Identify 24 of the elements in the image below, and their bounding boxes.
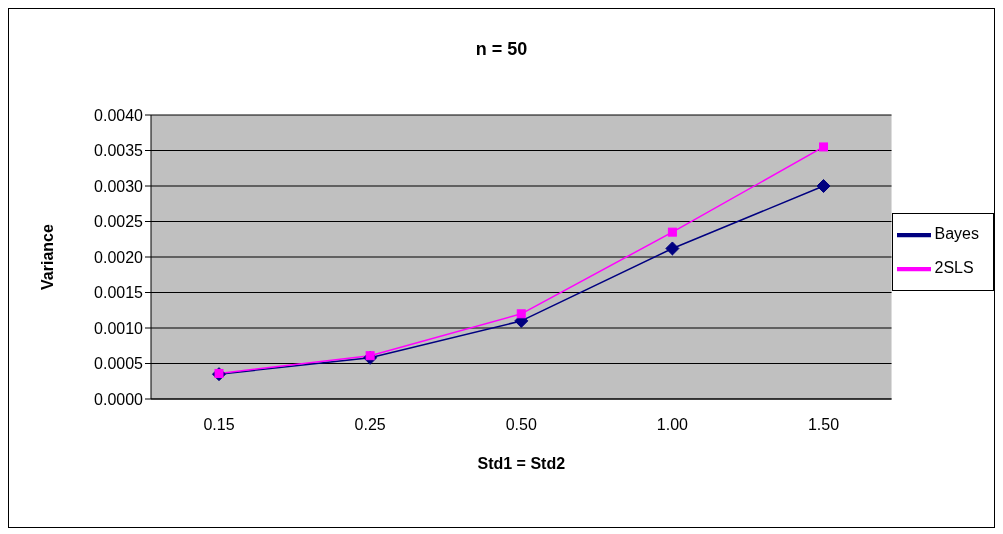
y-axis-title: Variance	[38, 223, 56, 290]
x-tick-label: 0.25	[354, 416, 386, 434]
y-tick-label: 0.0030	[94, 177, 144, 195]
y-tick-label: 0.0025	[94, 213, 144, 231]
x-tick-label: 0.15	[203, 416, 235, 434]
point	[665, 241, 680, 256]
x-tick-label: 1.00	[656, 416, 689, 434]
x-tick-label: 0.50	[505, 416, 537, 434]
chart-title: n = 50	[474, 39, 529, 60]
x-axis-title: Std1 = Std2	[477, 455, 566, 472]
point	[816, 179, 831, 193]
y-tick-label: 0.0015	[94, 284, 144, 302]
point	[819, 142, 829, 152]
point	[667, 227, 677, 237]
y-tick-label: 0.0000	[94, 390, 144, 408]
point	[516, 309, 526, 319]
y-tick-label: 0.0035	[94, 142, 144, 160]
y-tick-label: 0.0020	[94, 248, 144, 266]
y-tick-label: 0.0005	[94, 355, 144, 373]
legend-label: 2SLS	[934, 259, 974, 277]
y-tick-label: 0.0010	[94, 319, 144, 337]
x-tick-label: 1.50	[807, 416, 840, 434]
legend-label: Bayes	[934, 225, 979, 243]
y-tick-label: 0.0040	[94, 106, 144, 124]
